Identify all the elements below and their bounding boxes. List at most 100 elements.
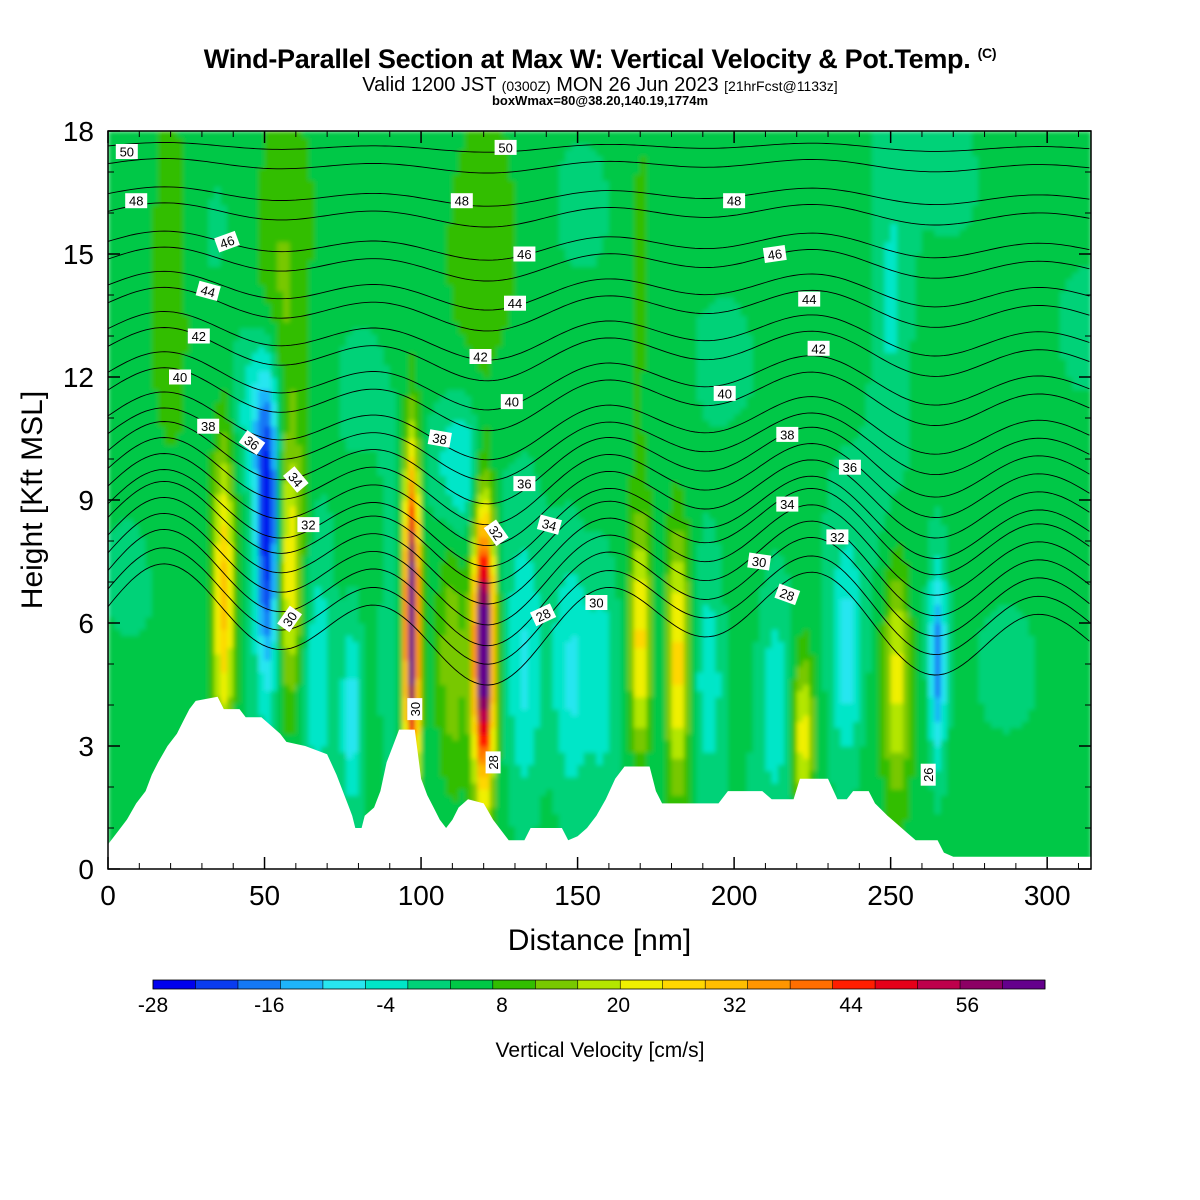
contour-label-text: 34 (780, 497, 794, 512)
contour-label-bg (723, 193, 746, 209)
contour-label-bg (826, 529, 849, 545)
colorbar-swatch (577, 980, 621, 989)
theta-contour-46 (108, 230, 1090, 261)
contour-label-text: 28 (778, 585, 797, 604)
theta-contour-31 (108, 496, 1090, 605)
contour-label-bg (513, 476, 536, 492)
contour-label-text: 36 (241, 433, 261, 454)
contour-label-bg (238, 430, 266, 456)
contour-label: 40 (169, 369, 191, 385)
contour-label-text: 46 (218, 233, 237, 252)
contour-label-text: 40 (717, 386, 731, 401)
contour-label-text: 32 (485, 523, 506, 543)
contour-label: 28 (774, 583, 801, 606)
colorbar-tick-label: 44 (839, 994, 863, 1017)
colorbar-tick-label: -16 (254, 994, 284, 1017)
contour-label: 40 (500, 394, 523, 410)
contour-label: 38 (197, 418, 220, 434)
contour-label-text: 30 (589, 596, 603, 611)
contour-label: 44 (195, 280, 221, 301)
theta-contours (108, 142, 1090, 686)
theta-contour-39 (108, 367, 1090, 432)
contour-label-text: 44 (802, 292, 816, 307)
colorbar-label: Vertical Velocity [cm/s] (496, 1039, 705, 1062)
theta-contour-45 (108, 246, 1090, 282)
y-tick-label: 18 (63, 116, 94, 147)
contour-label-bg (513, 246, 536, 262)
copyright-mark: (C) (977, 45, 997, 61)
contour-label-bg (187, 328, 210, 344)
contour-label-bg (585, 595, 608, 610)
contour-label-bg (776, 426, 799, 442)
colorbar-swatch (917, 980, 961, 989)
y-tick-label: 6 (78, 608, 94, 639)
colorbar-swatch (280, 980, 324, 989)
contour-label-bg (297, 517, 320, 533)
contour-label-bg (407, 698, 423, 721)
theta-contour-47 (108, 202, 1090, 228)
contour-label-bg (485, 751, 501, 774)
colorbar: -28 -16 -4 8 20 32 44 56 Vertical Velocity [cm/s… (138, 979, 1046, 1062)
colorbar-tick-label: 32 (723, 994, 746, 1017)
contour-label-bg (504, 295, 526, 311)
theta-contour-42 (108, 311, 1090, 361)
contour-label-text: 48 (129, 194, 143, 209)
colorbar-swatch (365, 980, 409, 989)
theta-contour-35 (108, 437, 1090, 526)
contour-label-bg (115, 144, 138, 159)
contour-label-bg (807, 340, 830, 356)
contour-label-text: 32 (301, 518, 315, 533)
contour-label-bg (500, 394, 523, 410)
contour-label-bg (483, 519, 509, 547)
contour-label-text: 32 (830, 530, 844, 545)
colorbar-swatch (747, 980, 791, 989)
contour-label-bg (774, 583, 801, 606)
colorbar-swatch (322, 980, 366, 989)
y-axis-label: Height [Kft MSL] (16, 391, 49, 609)
colorbar-swatch (832, 980, 876, 989)
contour-label-bg (195, 280, 221, 301)
contour-label-bg (450, 193, 473, 209)
contour-label: 42 (187, 328, 210, 344)
contour-label-text: 42 (473, 350, 487, 365)
colorbar-tick-label: 8 (496, 994, 508, 1017)
theta-contour-40 (108, 351, 1090, 411)
theta-contour-48 (108, 186, 1090, 207)
colorbar-tick-label: -28 (138, 994, 168, 1017)
contour-label-text: 46 (767, 246, 783, 263)
contour-label-text: 38 (780, 427, 794, 442)
contour-label: 46 (513, 246, 536, 262)
contour-label-bg (762, 245, 787, 263)
colorbar-swatch (620, 980, 663, 989)
contour-label: 44 (504, 295, 526, 311)
contour-label-bg (529, 603, 557, 627)
contour-label: 26 (920, 763, 936, 786)
x-tick-label: 100 (398, 880, 445, 911)
colorbar-tick-label: 56 (956, 994, 979, 1017)
colorbar-swatch (153, 980, 196, 989)
x-tick-label: 250 (867, 880, 914, 911)
contour-label: 30 (277, 605, 303, 633)
theta-contour-29 (108, 528, 1090, 647)
theta-contour-27 (108, 563, 1090, 686)
contour-label-bg (282, 466, 309, 493)
contour-label: 46 (214, 230, 240, 253)
contour-label: 34 (536, 514, 562, 535)
theta-contour-49 (108, 158, 1090, 174)
colorbar-swatch (960, 980, 1003, 989)
contour-label-bg (169, 369, 191, 385)
y-tick-label: 15 (63, 239, 94, 270)
contour-label: 32 (826, 529, 849, 545)
contour-label: 32 (483, 519, 509, 547)
contour-label: 48 (723, 193, 746, 209)
terrain (108, 696, 1091, 869)
theta-contour-44 (108, 270, 1090, 311)
contour-label: 48 (125, 193, 148, 209)
contour-label-text: 42 (811, 341, 825, 356)
colorbar-swatch (535, 980, 579, 989)
y-tick-label: 3 (78, 731, 94, 762)
contour-label-text: 30 (280, 609, 301, 629)
contour-label-text: 48 (727, 194, 741, 209)
chart-title: Wind-Parallel Section at Max W: Vertical… (0, 44, 1200, 75)
